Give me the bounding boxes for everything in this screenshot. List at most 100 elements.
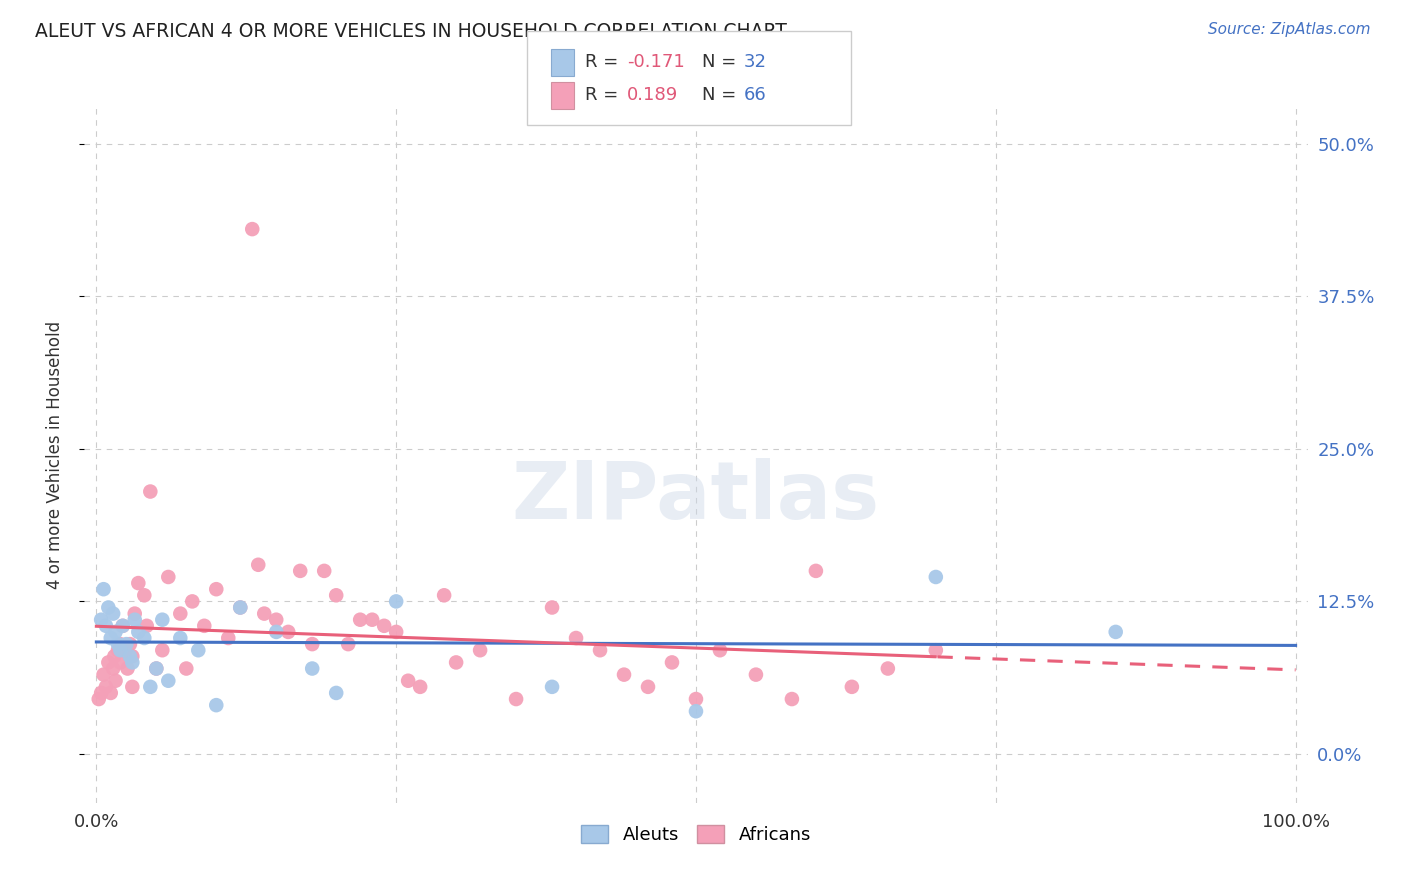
Point bbox=[121, 680, 143, 694]
Point bbox=[589, 643, 612, 657]
Point bbox=[127, 624, 149, 639]
Point bbox=[409, 680, 432, 694]
Point bbox=[541, 680, 564, 694]
Point bbox=[373, 619, 395, 633]
Point bbox=[229, 600, 252, 615]
Point bbox=[505, 692, 527, 706]
Text: 66: 66 bbox=[744, 87, 766, 104]
Point bbox=[314, 564, 336, 578]
Point bbox=[709, 643, 731, 657]
Point bbox=[1105, 624, 1128, 639]
Point bbox=[349, 613, 371, 627]
Point bbox=[110, 637, 132, 651]
Point bbox=[135, 619, 157, 633]
Point bbox=[145, 661, 167, 675]
Point bbox=[541, 600, 564, 615]
Point bbox=[104, 624, 127, 639]
Point bbox=[264, 624, 287, 639]
Point bbox=[925, 643, 948, 657]
Point bbox=[181, 594, 204, 608]
Point bbox=[264, 613, 287, 627]
Point bbox=[229, 600, 252, 615]
Point bbox=[301, 661, 323, 675]
Point bbox=[841, 680, 863, 694]
Point bbox=[134, 631, 156, 645]
Point bbox=[139, 680, 162, 694]
Point bbox=[193, 619, 215, 633]
Point bbox=[134, 588, 156, 602]
Point bbox=[780, 692, 803, 706]
Point bbox=[444, 656, 467, 670]
Y-axis label: 4 or more Vehicles in Household: 4 or more Vehicles in Household bbox=[45, 321, 63, 589]
Text: R =: R = bbox=[585, 54, 624, 71]
Text: -0.171: -0.171 bbox=[627, 54, 685, 71]
Point bbox=[100, 631, 122, 645]
Point bbox=[90, 686, 112, 700]
Point bbox=[169, 631, 191, 645]
Point bbox=[118, 637, 141, 651]
Point bbox=[337, 637, 360, 651]
Point bbox=[94, 619, 117, 633]
Point bbox=[804, 564, 827, 578]
Text: ZIPatlas: ZIPatlas bbox=[512, 458, 880, 536]
Text: N =: N = bbox=[702, 87, 741, 104]
Point bbox=[127, 576, 149, 591]
Text: N =: N = bbox=[702, 54, 741, 71]
Point bbox=[157, 673, 180, 688]
Point bbox=[107, 643, 129, 657]
Point bbox=[205, 582, 228, 597]
Point bbox=[169, 607, 191, 621]
Point bbox=[117, 661, 139, 675]
Text: 32: 32 bbox=[744, 54, 766, 71]
Point bbox=[385, 594, 408, 608]
Point bbox=[110, 643, 132, 657]
Legend: Aleuts, Africans: Aleuts, Africans bbox=[572, 815, 820, 853]
Point bbox=[145, 661, 167, 675]
Point bbox=[104, 673, 127, 688]
Point bbox=[301, 637, 323, 651]
Point bbox=[94, 680, 117, 694]
Point bbox=[433, 588, 456, 602]
Point bbox=[139, 484, 162, 499]
Point bbox=[253, 607, 276, 621]
Point bbox=[468, 643, 491, 657]
Point bbox=[205, 698, 228, 713]
Point bbox=[325, 588, 347, 602]
Point bbox=[124, 613, 146, 627]
Point bbox=[97, 656, 120, 670]
Text: R =: R = bbox=[585, 87, 624, 104]
Point bbox=[637, 680, 659, 694]
Point bbox=[613, 667, 636, 681]
Point bbox=[925, 570, 948, 584]
Point bbox=[101, 661, 124, 675]
Point bbox=[100, 686, 122, 700]
Point bbox=[118, 649, 141, 664]
Point bbox=[290, 564, 312, 578]
Point bbox=[107, 637, 129, 651]
Point bbox=[247, 558, 270, 572]
Point bbox=[121, 656, 143, 670]
Point bbox=[187, 643, 209, 657]
Point bbox=[174, 661, 197, 675]
Point bbox=[565, 631, 588, 645]
Point bbox=[745, 667, 768, 681]
Point bbox=[661, 656, 683, 670]
Point bbox=[114, 643, 136, 657]
Point bbox=[121, 649, 143, 664]
Point bbox=[240, 222, 263, 236]
Point bbox=[103, 649, 125, 664]
Point bbox=[277, 624, 299, 639]
Text: 0.189: 0.189 bbox=[627, 87, 678, 104]
Point bbox=[111, 619, 134, 633]
Point bbox=[876, 661, 898, 675]
Point bbox=[325, 686, 347, 700]
Point bbox=[217, 631, 239, 645]
Point bbox=[93, 582, 115, 597]
Point bbox=[115, 637, 138, 651]
Point bbox=[150, 613, 173, 627]
Point bbox=[87, 692, 110, 706]
Point bbox=[97, 600, 120, 615]
Point bbox=[111, 619, 134, 633]
Point bbox=[385, 624, 408, 639]
Text: Source: ZipAtlas.com: Source: ZipAtlas.com bbox=[1208, 22, 1371, 37]
